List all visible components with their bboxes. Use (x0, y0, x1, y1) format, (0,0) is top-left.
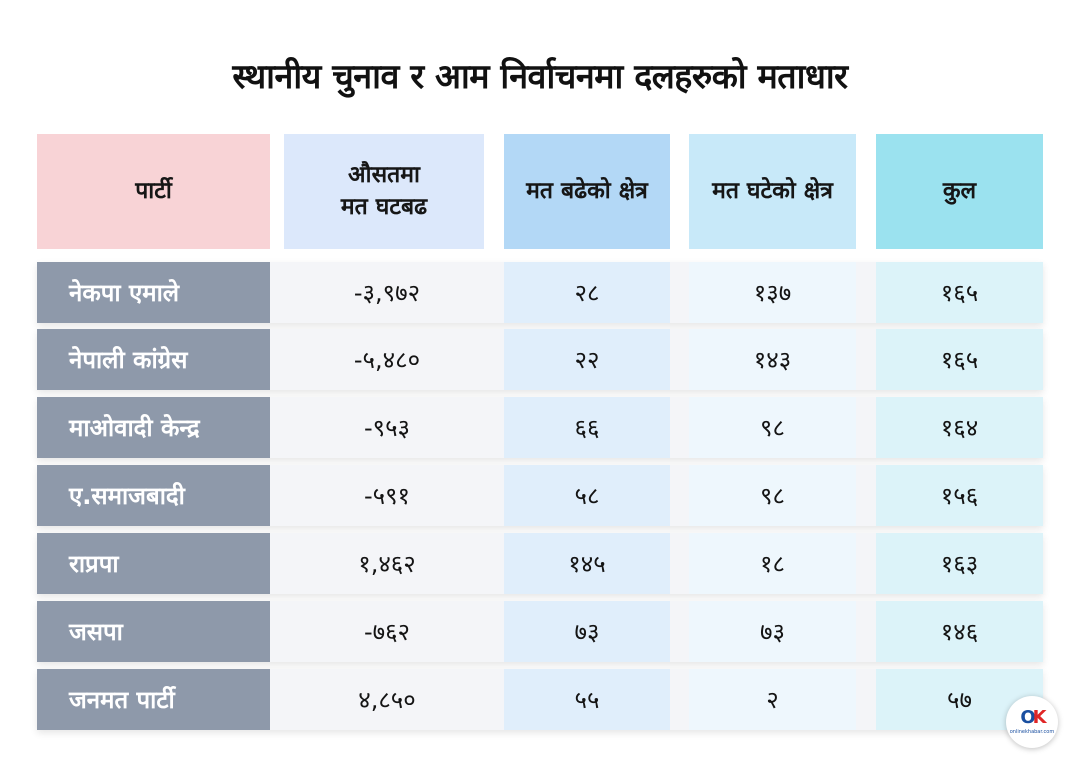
total-cell: १६४ (876, 397, 1043, 458)
average-change-cell: -९५३ (363, 414, 411, 442)
party-cell: जनमत पार्टी (37, 669, 270, 730)
total-cell: १५६ (876, 465, 1043, 526)
logo-mark: OK (1020, 707, 1046, 728)
header-decreased-label: मत घटेको क्षेत्र (712, 177, 833, 204)
party-cell: राप्रपा (37, 533, 270, 594)
party-cell: ए.समाजबादी (37, 465, 270, 526)
total-cell: १६५ (876, 329, 1043, 390)
increased-cell: ७३ (504, 601, 670, 662)
party-cell: नेपाली कांग्रेस (37, 329, 270, 390)
decreased-cell: ९८ (689, 465, 856, 526)
party-cell: जसपा (37, 601, 270, 662)
party-cell: माओवादी केन्द्र (37, 397, 270, 458)
header-increased: मत बढेको क्षेत्र (504, 134, 670, 249)
logo-text: onlinekhabar.com (1009, 729, 1055, 735)
decreased-cell: ७३ (689, 601, 856, 662)
decreased-cell: १४३ (689, 329, 856, 390)
header-total-label: कुल (942, 177, 977, 204)
party-cell: नेकपा एमाले (37, 262, 270, 323)
increased-cell: १४५ (504, 533, 670, 594)
average-change-cell: -७६२ (363, 618, 411, 646)
header-party: पार्टी (37, 134, 270, 249)
header-average-change: औसतमा मत घटबढ (284, 134, 484, 249)
chart-title: स्थानीय चुनाव र आम निर्वाचनमा दलहरुको मत… (232, 57, 848, 97)
header-average-line1: औसतमा (348, 162, 420, 189)
header-decreased: मत घटेको क्षेत्र (689, 134, 856, 249)
header-party-label: पार्टी (135, 177, 172, 204)
increased-cell: ५८ (504, 465, 670, 526)
header-increased-label: मत बढेको क्षेत्र (526, 177, 648, 204)
decreased-cell: २ (689, 669, 856, 730)
increased-cell: ५५ (504, 669, 670, 730)
average-change-cell: १,४६२ (358, 550, 416, 578)
increased-cell: २२ (504, 329, 670, 390)
decreased-cell: १३७ (689, 262, 856, 323)
increased-cell: २८ (504, 262, 670, 323)
header-total: कुल (876, 134, 1043, 249)
total-cell: १६३ (876, 533, 1043, 594)
total-cell: १६५ (876, 262, 1043, 323)
total-cell: १४६ (876, 601, 1043, 662)
increased-cell: ६६ (504, 397, 670, 458)
average-change-cell: -५९१ (363, 482, 411, 510)
average-change-cell: -५,४८० (353, 346, 421, 374)
decreased-cell: १८ (689, 533, 856, 594)
decreased-cell: ९८ (689, 397, 856, 458)
header-average-line2: मत घटबढ (340, 193, 428, 220)
average-change-cell: -३,९७२ (353, 279, 421, 307)
onlinekhabar-logo: OK onlinekhabar.com (1006, 696, 1058, 748)
average-change-cell: ४,८५० (358, 686, 416, 714)
